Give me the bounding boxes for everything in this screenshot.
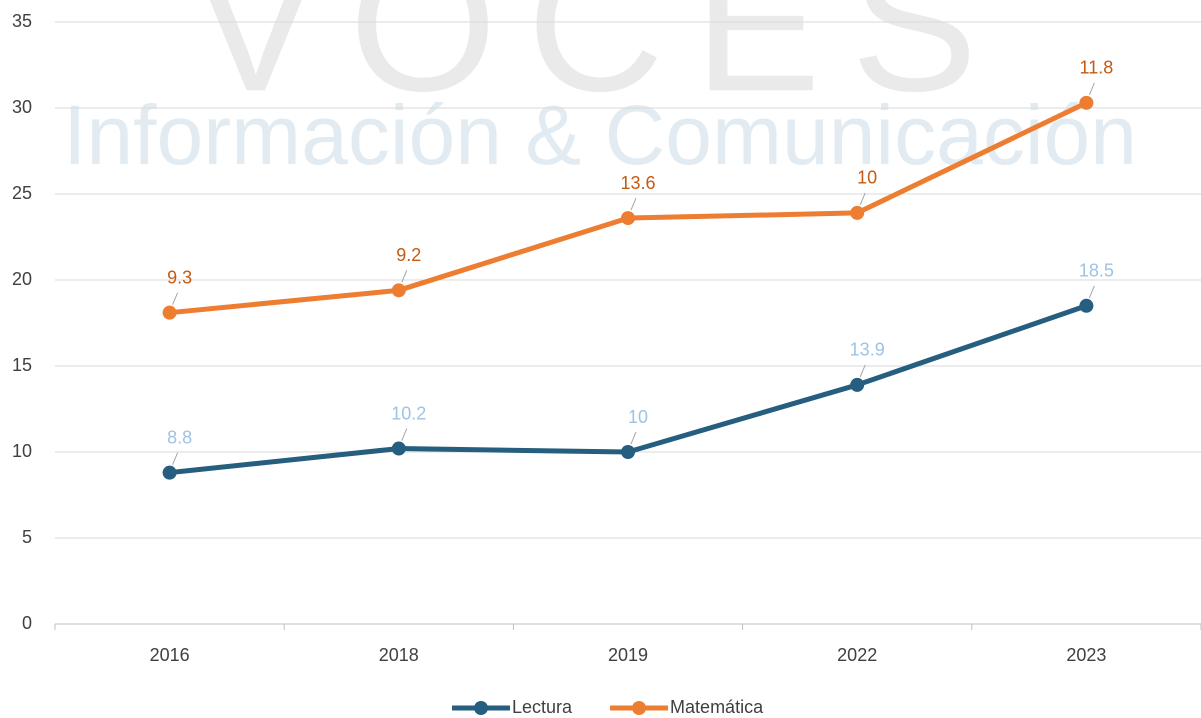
leader-line bbox=[402, 270, 407, 282]
legend-swatch bbox=[632, 701, 646, 715]
data-point bbox=[621, 445, 635, 459]
leader-line bbox=[173, 453, 178, 465]
legend-label: Lectura bbox=[512, 697, 573, 717]
leader-line bbox=[1089, 286, 1094, 298]
y-tick-label: 35 bbox=[12, 11, 32, 31]
y-tick-label: 10 bbox=[12, 441, 32, 461]
data-point bbox=[850, 206, 864, 220]
data-label: 13.6 bbox=[620, 173, 655, 193]
x-tick-label: 2018 bbox=[379, 645, 419, 665]
data-point bbox=[621, 211, 635, 225]
data-point bbox=[392, 442, 406, 456]
data-label: 9.2 bbox=[396, 245, 421, 265]
data-label: 9.3 bbox=[167, 267, 192, 287]
y-tick-label: 5 bbox=[22, 527, 32, 547]
data-point bbox=[1079, 299, 1093, 313]
y-tick-label: 0 bbox=[22, 613, 32, 633]
data-label: 8.8 bbox=[167, 427, 192, 447]
data-point bbox=[163, 466, 177, 480]
leader-line bbox=[631, 432, 636, 444]
data-point bbox=[850, 378, 864, 392]
data-label: 10 bbox=[628, 407, 648, 427]
leader-line bbox=[860, 193, 865, 205]
data-label: 13.9 bbox=[850, 340, 885, 360]
data-label: 11.8 bbox=[1080, 58, 1114, 78]
legend-label: Matemática bbox=[670, 697, 764, 717]
data-label: 18.5 bbox=[1079, 261, 1114, 281]
chart: VOCES Información & Comunicación 0510152… bbox=[0, 0, 1201, 718]
data-point bbox=[1079, 96, 1093, 110]
leader-line bbox=[402, 429, 407, 441]
x-tick-label: 2022 bbox=[837, 645, 877, 665]
y-tick-label: 25 bbox=[12, 183, 32, 203]
x-tick-label: 2019 bbox=[608, 645, 648, 665]
data-label: 10.2 bbox=[391, 403, 426, 423]
legend-swatch bbox=[474, 701, 488, 715]
leader-line bbox=[860, 365, 865, 377]
x-tick-label: 2023 bbox=[1066, 645, 1106, 665]
leader-line bbox=[631, 198, 636, 210]
data-point bbox=[392, 283, 406, 297]
x-tick-label: 2016 bbox=[150, 645, 190, 665]
data-point bbox=[163, 306, 177, 320]
data-label: 10 bbox=[857, 168, 877, 188]
leader-line bbox=[173, 293, 178, 305]
y-tick-label: 30 bbox=[12, 97, 32, 117]
y-tick-label: 15 bbox=[12, 355, 32, 375]
watermark: Información & Comunicación bbox=[63, 88, 1137, 182]
y-tick-label: 20 bbox=[12, 269, 32, 289]
